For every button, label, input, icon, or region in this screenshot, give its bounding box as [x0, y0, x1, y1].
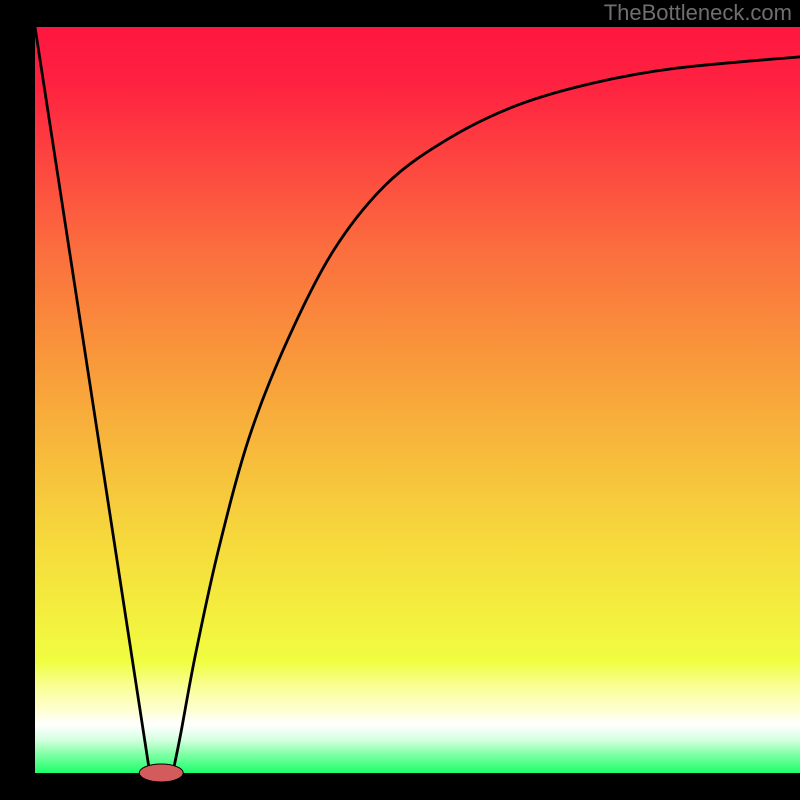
- chart-gradient-panel: [35, 27, 800, 773]
- bottleneck-chart: [0, 0, 800, 800]
- optimal-marker: [139, 764, 183, 782]
- watermark-text: TheBottleneck.com: [604, 0, 792, 26]
